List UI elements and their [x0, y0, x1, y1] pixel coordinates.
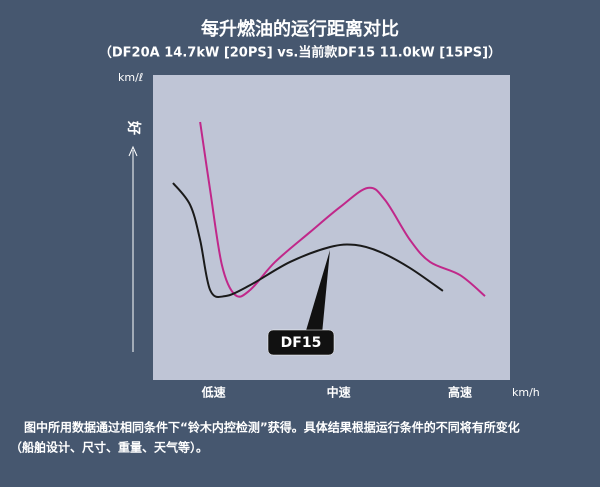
- series-line: [172, 182, 444, 299]
- x-tick-label: 中速: [327, 385, 351, 400]
- series-label: DF15: [281, 335, 322, 351]
- series-line: [199, 121, 486, 298]
- chart-subtitle: （DF20A 14.7kW [20PS] vs.当前款DF15 11.0kW […: [99, 45, 501, 61]
- x-unit: km/h: [512, 386, 540, 399]
- y-arrow-head: [128, 145, 138, 157]
- x-tick-label: 低速: [201, 385, 226, 400]
- lines: [172, 121, 486, 299]
- plot-area: [153, 75, 510, 380]
- chart-title: 每升燃油的运行距离对比: [201, 18, 399, 40]
- x-tick-label: 高速: [448, 385, 472, 400]
- callout-box: [267, 329, 335, 356]
- y-annotation: 好: [125, 120, 142, 135]
- y-unit: km/ℓ: [118, 71, 143, 84]
- footnote: 图中所用数据通过相同条件下“铃木内控检测”获得。具体结果根据运行条件的不同将有所…: [24, 420, 520, 435]
- callout-pointer: [305, 250, 330, 334]
- footnote: （船舶设计、尺寸、重量、天气等）。: [10, 440, 208, 455]
